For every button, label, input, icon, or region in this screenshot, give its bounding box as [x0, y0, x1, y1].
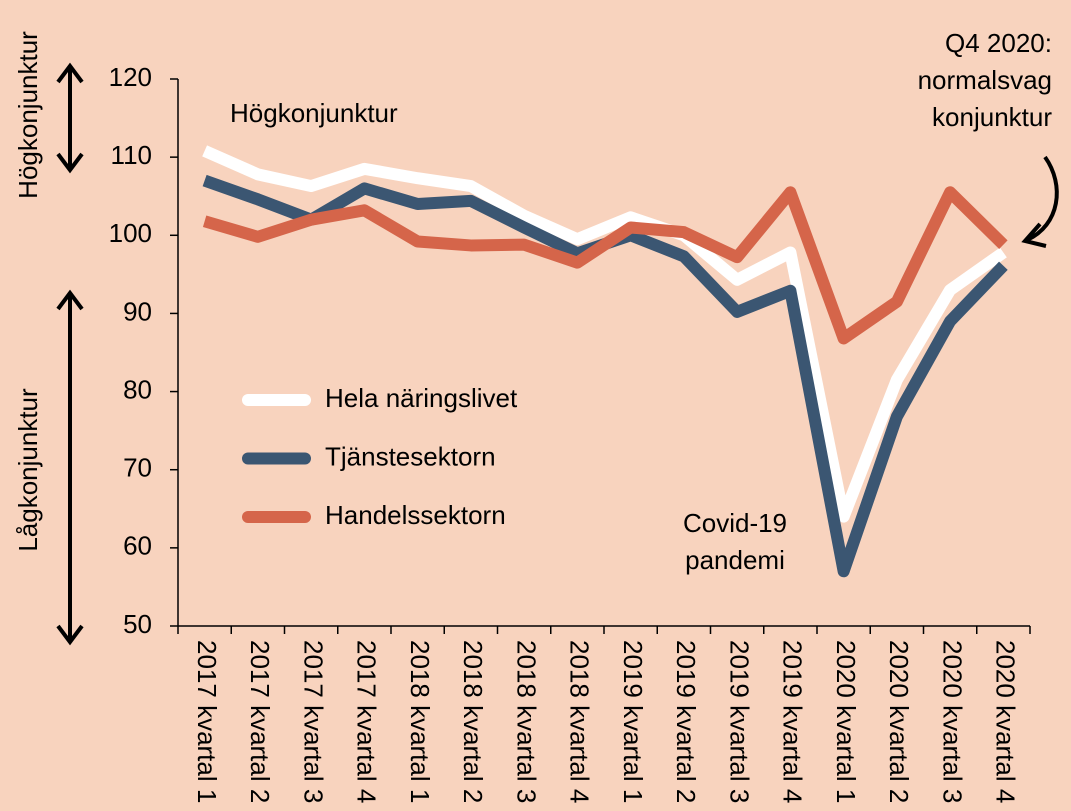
legend-label: Handelssektorn — [325, 500, 506, 530]
side-arrows — [56, 62, 1059, 646]
x-tick-label: 2020 kvartal 3 — [937, 640, 967, 803]
y-tick-label: 110 — [111, 140, 152, 170]
x-tick-label: 2017 kvartal 2 — [245, 640, 275, 803]
y-tick-label: 90 — [123, 296, 152, 326]
x-tick-label: 2020 kvartal 4 — [991, 640, 1021, 803]
annotation: Q4 2020: — [945, 28, 1052, 58]
x-tick-label: 2018 kvartal 1 — [405, 640, 435, 803]
y-side-label: Lågkonjunktur — [13, 388, 43, 552]
annotation: Högkonjunktur — [230, 98, 398, 128]
y-tick-label: 70 — [123, 453, 152, 483]
x-tick-label: 2018 kvartal 3 — [511, 640, 541, 803]
legend-label: Tjänstesektorn — [325, 441, 496, 471]
x-tick-label: 2020 kvartal 2 — [884, 640, 914, 803]
x-tick-label: 2019 kvartal 3 — [724, 640, 754, 803]
x-tick-label: 2019 kvartal 4 — [778, 640, 808, 803]
y-tick-label: 50 — [123, 609, 152, 639]
y-tick-label: 80 — [123, 374, 152, 404]
annotation: Covid-19 — [683, 508, 787, 538]
x-tick-label: 2018 kvartal 2 — [458, 640, 488, 803]
annotation: konjunktur — [932, 102, 1052, 132]
legend-label: Hela näringslivet — [325, 383, 518, 413]
y-tick-label: 60 — [123, 531, 152, 561]
y-tick-label: 100 — [109, 218, 152, 248]
x-tick-label: 2018 kvartal 4 — [565, 640, 595, 803]
x-tick-label: 2019 kvartal 1 — [618, 640, 648, 803]
series-line — [202, 145, 1007, 523]
annotation: pandemi — [685, 545, 785, 575]
x-tick-label: 2019 kvartal 2 — [671, 640, 701, 803]
x-tick-label: 2017 kvartal 3 — [298, 640, 328, 803]
x-tick-label: 2017 kvartal 1 — [192, 640, 222, 803]
x-tick-label: 2020 kvartal 1 — [831, 640, 861, 803]
x-tick-label: 2017 kvartal 4 — [352, 640, 382, 803]
annotation: normalsvag — [918, 65, 1052, 95]
y-side-label: Högkonjunktur — [13, 31, 43, 199]
series-line — [202, 186, 1008, 345]
y-tick-label: 120 — [109, 62, 152, 92]
